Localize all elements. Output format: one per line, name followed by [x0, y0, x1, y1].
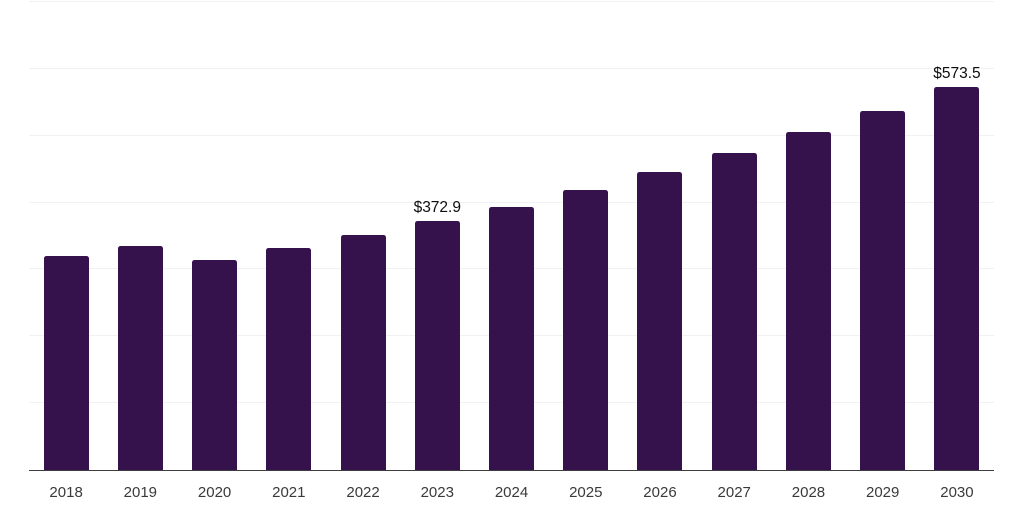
x-tick-2030: 2030 — [940, 484, 974, 501]
bar-slot-2022 — [326, 2, 400, 470]
gridline-600 — [29, 67, 994, 69]
bar-2026 — [637, 171, 683, 470]
x-tick-2023: 2023 — [420, 484, 454, 501]
bar-value-label-2030: $573.5 — [933, 64, 981, 82]
gridline-400 — [29, 201, 994, 203]
bar-2019 — [117, 246, 163, 470]
bar-slot-2025 — [549, 2, 623, 470]
bar-2022 — [340, 235, 386, 470]
bar-slot-2023: $372.9 — [400, 2, 474, 470]
bar-slot-2021 — [252, 2, 326, 470]
bar-slot-2018 — [29, 2, 103, 470]
gridline-700 — [29, 1, 994, 2]
x-tick-2019: 2019 — [123, 484, 158, 501]
x-axis-line — [29, 470, 994, 471]
x-tick-2025: 2025 — [569, 484, 603, 501]
x-tick-2020: 2020 — [197, 484, 232, 501]
bar-slot-2019 — [103, 2, 177, 470]
x-tick-2027: 2027 — [717, 484, 751, 501]
gridline-500 — [29, 134, 994, 136]
bar-2027 — [711, 152, 757, 470]
x-tick-2024: 2024 — [494, 484, 529, 501]
bar-slot-2027 — [697, 2, 771, 470]
bar-2029 — [860, 111, 906, 470]
bar-2021 — [266, 248, 312, 470]
bar-2024 — [489, 206, 535, 470]
bar-slot-2028 — [771, 2, 845, 470]
bar-2030: $573.5 — [933, 65, 981, 470]
bar-2028 — [785, 132, 831, 470]
plot-area: $372.9 $573.5 — [29, 1, 994, 471]
x-tick-2029: 2029 — [866, 484, 900, 501]
x-tick-2022: 2022 — [346, 484, 380, 501]
bar-slot-2026 — [623, 2, 697, 470]
bar-2023: $372.9 — [414, 199, 461, 470]
x-tick-2018: 2018 — [49, 484, 83, 501]
bar-slot-2030: $573.5 — [920, 2, 994, 470]
bar-slot-2029 — [846, 2, 920, 470]
bar-value-label-2023: $372.9 — [413, 198, 461, 216]
bar-slot-2024 — [474, 2, 548, 470]
x-tick-2026: 2026 — [643, 484, 677, 501]
bar-2020 — [192, 259, 238, 470]
bars-row: $372.9 $573.5 — [29, 2, 994, 470]
bar-2018 — [43, 256, 89, 470]
bar-slot-2020 — [177, 2, 251, 470]
x-tick-2021: 2021 — [272, 484, 306, 501]
x-tick-2028: 2028 — [791, 484, 826, 501]
x-axis-tick-labels: 2018 2019 2020 2021 2022 2023 2024 2025 2026 2027… — [29, 484, 994, 501]
bar-2025 — [563, 190, 609, 470]
